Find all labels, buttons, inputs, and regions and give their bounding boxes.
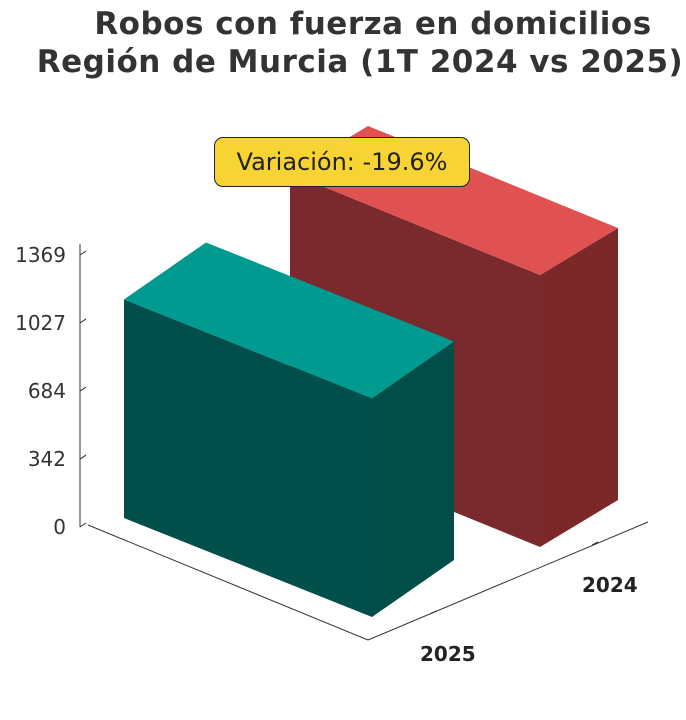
y-tick-mark [79,386,87,392]
bar-2025-top [124,242,454,399]
x-tick-label-2024: 2024 [582,573,638,597]
bar-2025 [124,242,454,617]
y-tick-mark [79,522,87,528]
y-tick-mark [79,454,87,460]
y-tick-label: 0 [53,515,66,539]
bar-2025-front [124,299,372,617]
variation-annotation: Variación: -19.6% [214,137,470,187]
y-tick-mark [79,318,87,324]
x-tick-mark [591,541,599,546]
x-axis-depth-line [367,521,649,641]
y-tick-mark [79,250,87,256]
x-tick-mark [429,610,437,615]
y-tick-label: 342 [28,447,66,471]
x-tick-label-2025: 2025 [420,642,476,666]
bar-2024-side [540,228,618,547]
y-tick-label: 684 [28,379,66,403]
chart-title-line-1: Robos con fuerza en domicilios [94,6,652,42]
y-tick-label: 1369 [15,243,66,267]
bar-2025-side [372,341,454,617]
y-tick-label: 1027 [15,311,66,335]
chart-title-line-2: Región de Murcia (1T 2024 vs 2025) [36,44,684,80]
x-axis-front-line [87,524,369,641]
